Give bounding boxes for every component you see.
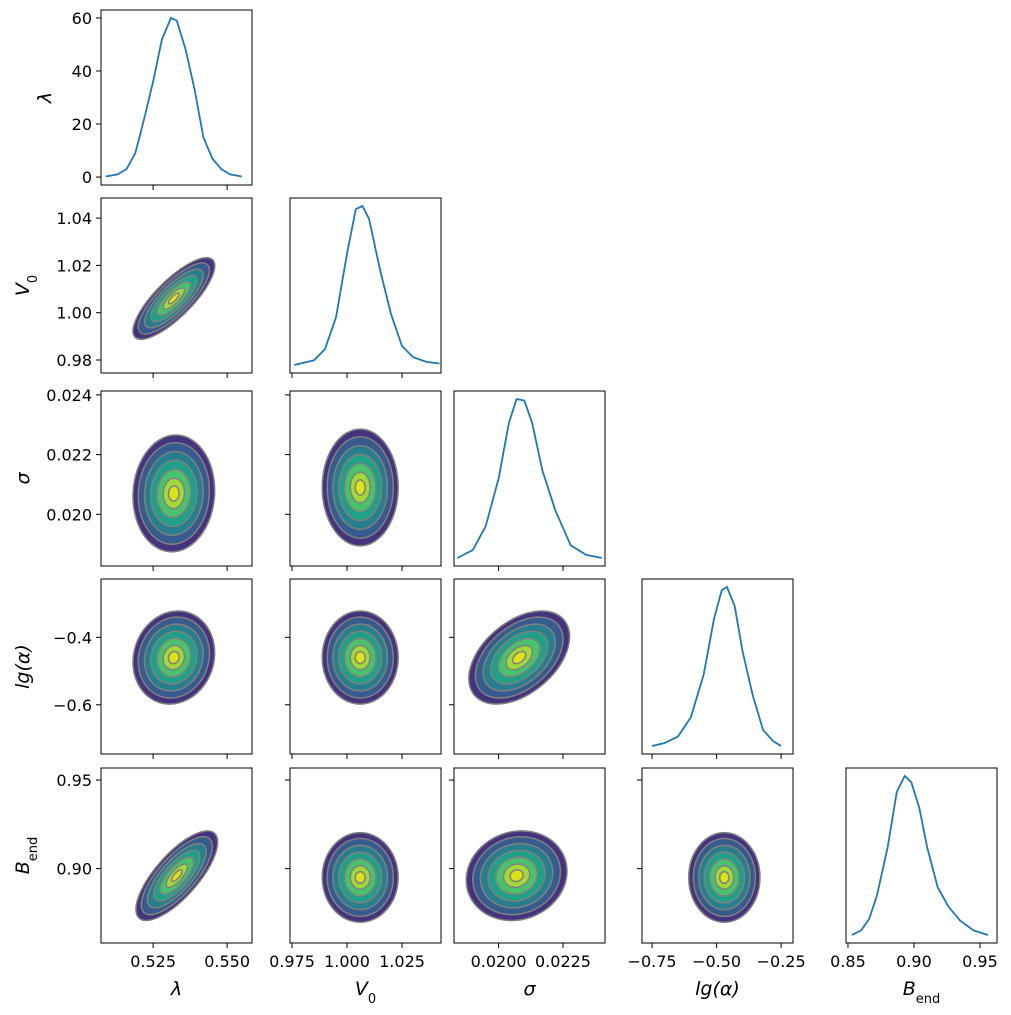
y-tick-label: 0.024 [46, 386, 92, 405]
panel-frame [289, 197, 442, 374]
x-tick-label: 1.025 [379, 952, 425, 971]
contour [167, 292, 180, 305]
contour [509, 869, 524, 883]
panel-frame [100, 578, 253, 755]
label-text: lg(α) [695, 978, 740, 1000]
contour [170, 869, 183, 883]
label-sub: 0 [368, 992, 376, 1007]
label-sub: end [916, 992, 941, 1007]
contour [354, 650, 366, 665]
x-tick-label: −0.25 [757, 952, 806, 971]
axis-label: V0 [355, 978, 376, 1007]
y-tick-label: 1.00 [56, 304, 92, 323]
x-tick-label: 1.000 [324, 952, 370, 971]
y-tick-label: 0.022 [46, 446, 92, 465]
axis-label: lg(α) [695, 978, 740, 1000]
panel [135, 830, 219, 922]
panel [321, 831, 399, 924]
y-tick-label: 20 [72, 115, 92, 134]
x-tick-label: 0.550 [204, 952, 250, 971]
axis-label: σ [523, 978, 536, 1000]
panel-frame [100, 9, 253, 186]
panel-frame [100, 767, 253, 944]
panel [132, 434, 216, 553]
label-text: λ [170, 978, 182, 1000]
contour [354, 479, 366, 496]
panel [321, 610, 399, 705]
panel [651, 585, 782, 747]
contour [354, 870, 366, 885]
y-tick-label: 40 [72, 62, 92, 81]
label-text: V [12, 281, 34, 296]
x-tick-label: 0.0200 [471, 952, 527, 971]
label-text: λ [34, 92, 56, 104]
density-line [105, 16, 243, 178]
panel-frame [845, 767, 998, 944]
panel-frame [453, 767, 606, 944]
density-line [651, 585, 782, 747]
contour [167, 485, 180, 502]
contour [718, 870, 730, 885]
panel [851, 774, 989, 936]
density-line [851, 774, 989, 936]
label-text: lg(α) [12, 644, 34, 689]
panel [105, 16, 243, 178]
y-tick-label: 0.020 [46, 505, 92, 524]
panel-frame [100, 197, 253, 374]
panel [293, 204, 440, 366]
axis-label: Bend [12, 837, 41, 875]
axis-label: σ [12, 472, 34, 485]
panel-frame [100, 390, 253, 567]
x-tick-label: 0.90 [896, 952, 932, 971]
label-text: V [355, 978, 370, 1000]
panel-frame [641, 578, 794, 755]
x-tick-label: −0.50 [692, 952, 741, 971]
y-tick-label: −0.4 [53, 628, 92, 647]
label-text: B [12, 861, 34, 874]
panel [687, 831, 761, 924]
axis-label: λ [170, 978, 182, 1000]
y-tick-label: 1.02 [56, 256, 92, 275]
label-text: σ [523, 978, 536, 1000]
x-tick-label: 0.525 [130, 952, 176, 971]
x-tick-label: −0.75 [628, 952, 677, 971]
x-tick-label: 0.85 [830, 952, 866, 971]
y-tick-label: 0.90 [56, 860, 92, 879]
x-tick-label: 0.0225 [535, 952, 591, 971]
panel-frame [453, 578, 606, 755]
panel [465, 830, 568, 922]
x-tick-label: 0.95 [962, 952, 998, 971]
y-tick-label: 0 [82, 168, 92, 187]
label-sub: 0 [26, 275, 41, 283]
label-sub: end [26, 837, 41, 862]
panel [456, 397, 602, 559]
y-tick-label: 0.98 [56, 351, 92, 370]
panel [132, 610, 216, 705]
y-tick-label: −0.6 [53, 696, 92, 715]
contour [511, 650, 527, 665]
x-tick-label: 0.975 [269, 952, 315, 971]
label-text: B [903, 978, 916, 1000]
panel-frame [289, 578, 442, 755]
axis-label: λ [34, 92, 56, 104]
y-tick-label: 0.95 [56, 771, 92, 790]
panel [468, 610, 571, 705]
y-tick-label: 60 [72, 9, 92, 28]
contour [167, 650, 180, 665]
panel [132, 256, 216, 341]
label-text: σ [12, 472, 34, 485]
density-line [293, 204, 440, 366]
density-line [456, 397, 602, 559]
axis-label: Bend [903, 978, 941, 1007]
axis-label: lg(α) [12, 644, 34, 689]
panel-frame [641, 767, 794, 944]
axis-label: V0 [12, 275, 41, 296]
panel-frame [289, 767, 442, 944]
y-tick-label: 1.04 [56, 209, 92, 228]
panel-frame [453, 390, 606, 567]
panel-frame [289, 390, 442, 567]
panel [321, 428, 399, 547]
